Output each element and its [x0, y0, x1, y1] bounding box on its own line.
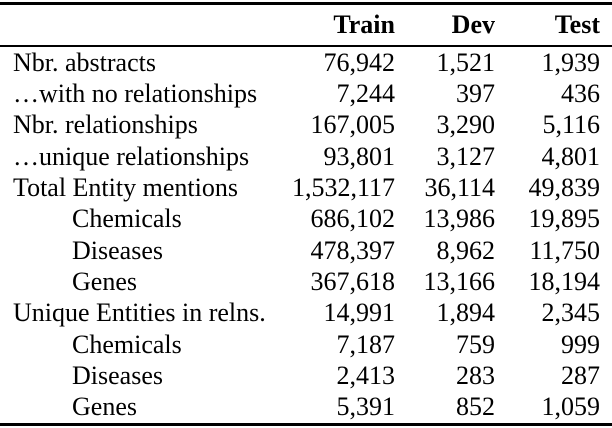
table-row: Nbr. abstracts 76,942 1,521 1,939	[0, 47, 612, 78]
test-value: 999	[561, 329, 600, 359]
test-value: 19,895	[528, 204, 601, 234]
table-row: Chemicals 686,102 13,986 19,895	[0, 204, 612, 235]
test-value: 1,939	[541, 47, 601, 77]
train-value: 7,244	[336, 78, 396, 108]
row-label: Nbr. abstracts	[13, 47, 156, 77]
test-value: 2,345	[541, 298, 601, 328]
row-label: Chemicals	[72, 204, 182, 234]
row-label: Diseases	[72, 360, 163, 390]
row-label: Chemicals	[72, 329, 182, 359]
table-row: Genes 367,618 13,166 18,194	[0, 266, 612, 297]
header-dev: Dev	[451, 10, 495, 39]
header-test: Test	[554, 10, 600, 39]
table-row: Genes 5,391 852 1,059	[0, 392, 612, 423]
dev-value: 283	[456, 360, 495, 390]
train-value: 2,413	[336, 360, 396, 390]
row-label: Nbr. relationships	[13, 110, 198, 140]
table-row: Nbr. relationships 167,005 3,290 5,116	[0, 110, 612, 141]
train-value: 478,397	[310, 235, 396, 265]
header-train: Train	[333, 10, 395, 39]
train-value: 5,391	[336, 392, 396, 422]
test-value: 5,116	[542, 110, 600, 140]
train-value: 367,618	[310, 266, 396, 296]
table-body: Nbr. abstracts 76,942 1,521 1,939 …with …	[0, 47, 612, 423]
table-header-rule	[0, 45, 612, 47]
test-value: 11,750	[529, 235, 600, 265]
table-row: Total Entity mentions 1,532,117 36,114 4…	[0, 172, 612, 203]
dev-value: 13,166	[423, 266, 496, 296]
table-row: …unique relationships 93,801 3,127 4,801	[0, 141, 612, 172]
test-value: 18,194	[528, 266, 601, 296]
table-row: Diseases 2,413 283 287	[0, 360, 612, 391]
train-value: 14,991	[323, 298, 396, 328]
row-label: …with no relationships	[13, 78, 258, 108]
dev-value: 852	[456, 392, 495, 422]
row-label: Diseases	[72, 235, 163, 265]
test-value: 4,801	[541, 141, 601, 171]
dev-value: 3,127	[436, 141, 496, 171]
row-label: Unique Entities in relns.	[13, 298, 266, 328]
test-value: 49,839	[528, 172, 601, 202]
table-header-row: Train Dev Test	[0, 5, 612, 45]
train-value: 93,801	[323, 141, 396, 171]
dev-value: 3,290	[436, 110, 496, 140]
train-value: 686,102	[310, 204, 396, 234]
row-label: Genes	[72, 266, 137, 296]
table-row: Chemicals 7,187 759 999	[0, 329, 612, 360]
train-value: 167,005	[310, 110, 396, 140]
test-value: 1,059	[541, 392, 601, 422]
train-value: 1,532,117	[291, 172, 395, 202]
dev-value: 759	[456, 329, 495, 359]
table-row: Unique Entities in relns. 14,991 1,894 2…	[0, 298, 612, 329]
table-row: …with no relationships 7,244 397 436	[0, 78, 612, 109]
row-label: Total Entity mentions	[13, 172, 238, 202]
dev-value: 1,894	[436, 298, 496, 328]
table-bottom-rule	[0, 423, 612, 426]
row-label: Genes	[72, 392, 137, 422]
row-label: …unique relationships	[13, 141, 250, 171]
table-top-rule	[0, 2, 612, 5]
test-value: 287	[561, 360, 600, 390]
table-row: Diseases 478,397 8,962 11,750	[0, 235, 612, 266]
dev-value: 1,521	[436, 47, 496, 77]
train-value: 76,942	[323, 47, 396, 77]
dev-value: 36,114	[424, 172, 495, 202]
dev-value: 13,986	[423, 204, 496, 234]
dev-value: 397	[456, 78, 495, 108]
train-value: 7,187	[336, 329, 396, 359]
test-value: 436	[561, 78, 600, 108]
dev-value: 8,962	[436, 235, 496, 265]
